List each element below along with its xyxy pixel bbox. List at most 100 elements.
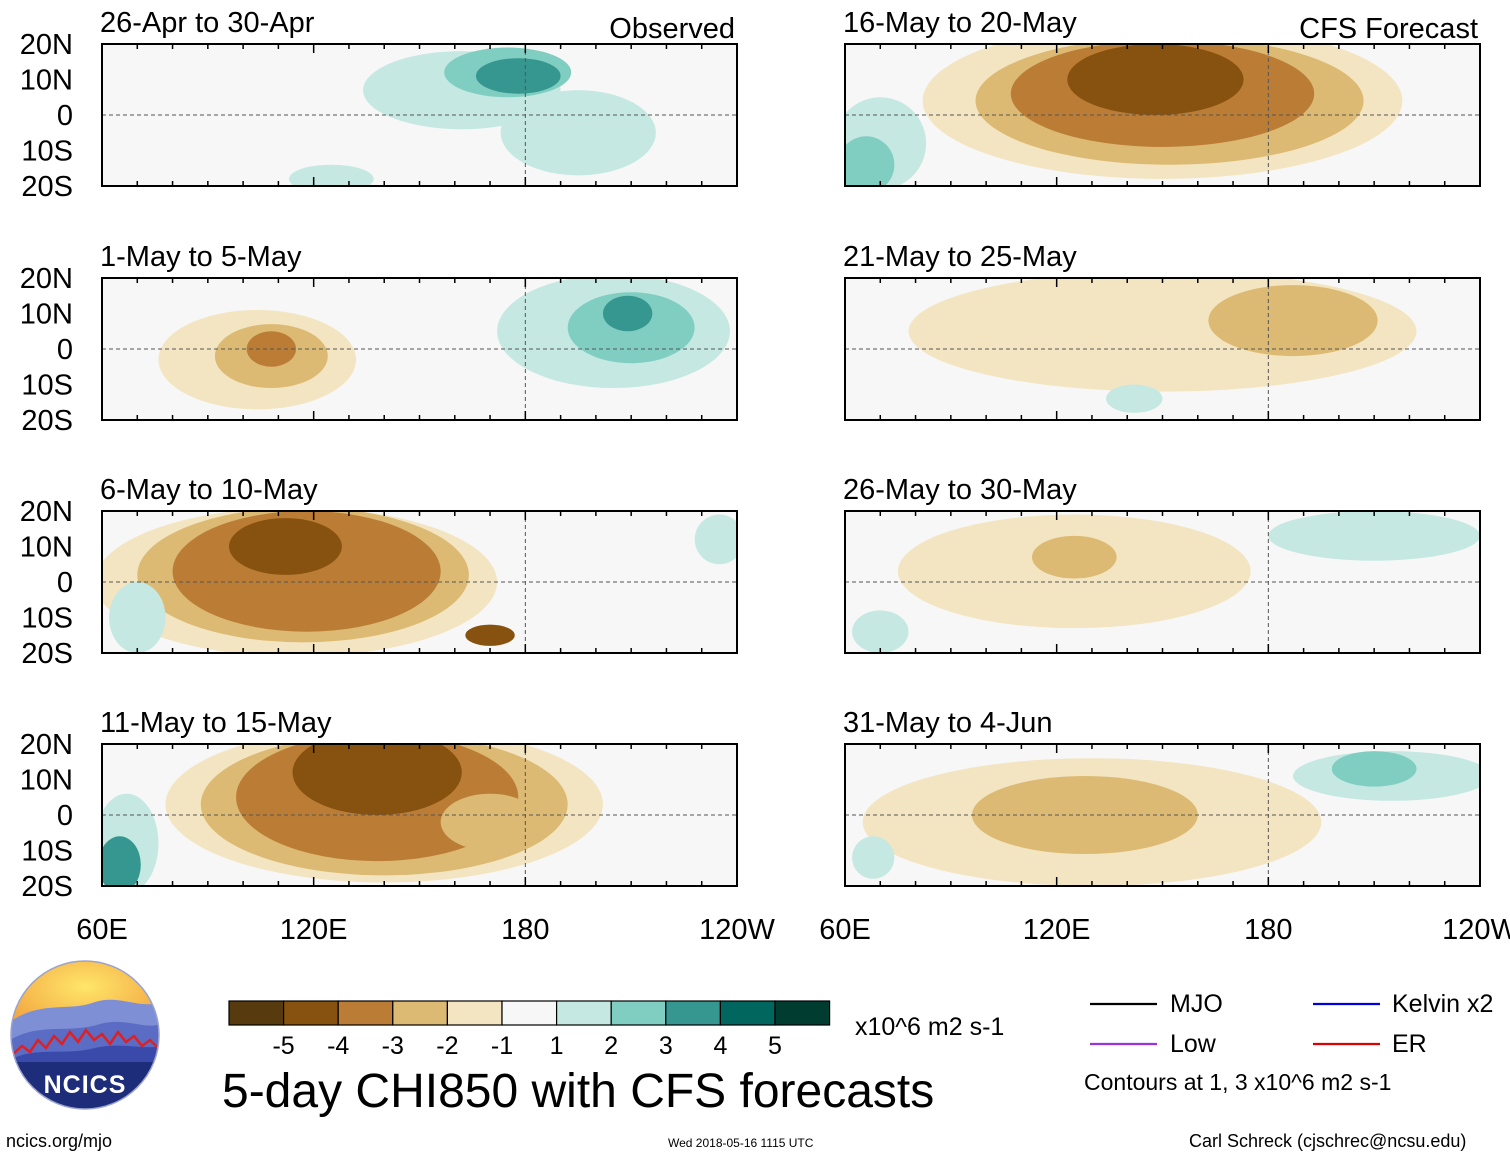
colorbar-swatch: [283, 1000, 339, 1026]
colorbar-label: 5: [768, 1032, 782, 1060]
x-tick-label: 120W: [699, 914, 775, 946]
y-tick-label: 20N: [20, 29, 73, 61]
panel-period-label: 16-May to 20-May: [843, 7, 1077, 39]
y-tick-label: 10S: [21, 836, 73, 868]
anomaly-region: [1268, 511, 1480, 561]
colorbar-swatch: [774, 1000, 831, 1026]
colorbar-swatch: [665, 1000, 721, 1026]
legend-label-er: ER: [1392, 1030, 1427, 1058]
author-credit: Carl Schreck (cjschrec@ncsu.edu): [1189, 1131, 1467, 1151]
chart-title: 5-day CHI850 with CFS forecasts: [222, 1065, 935, 1118]
y-tick-label: 10N: [20, 765, 73, 797]
ncics-logo: NCICS: [10, 960, 160, 1110]
source-url[interactable]: ncics.org/mjo: [6, 1131, 113, 1151]
legend-label-kelvin: Kelvin x2: [1392, 990, 1494, 1018]
y-tick-label: 0: [57, 800, 73, 832]
anomaly-region: [1106, 384, 1163, 413]
colorbar-label: 3: [659, 1032, 673, 1060]
y-tick-label: 10N: [20, 532, 73, 564]
panel-period-label: 1-May to 5-May: [100, 241, 302, 273]
y-tick-label: 20S: [21, 171, 73, 203]
y-tick-label: 10S: [21, 136, 73, 168]
colorbar-swatch: [446, 1000, 503, 1026]
anomaly-region: [229, 518, 342, 575]
anomaly-region: [1331, 751, 1417, 787]
column-heading: Observed: [609, 13, 735, 45]
colorbar-swatch: [501, 1000, 558, 1026]
y-tick-label: 20S: [21, 405, 73, 437]
colorbar-swatch: [337, 1000, 394, 1026]
anomaly-region: [694, 514, 737, 565]
colorbar-label: -3: [382, 1032, 404, 1060]
anomaly-region: [852, 836, 895, 879]
y-tick-label: 20N: [20, 496, 73, 528]
y-tick-label: 0: [57, 334, 73, 366]
y-tick-label: 10N: [20, 299, 73, 331]
contour-note: Contours at 1, 3 x10^6 m2 s-1: [1084, 1069, 1392, 1095]
x-tick-label: 60E: [819, 914, 871, 946]
colorbar-swatch: [392, 1000, 448, 1026]
x-tick-label: 180: [501, 914, 549, 946]
x-tick-label: 120E: [280, 914, 348, 946]
x-tick-label: 180: [1244, 914, 1292, 946]
anomaly-field: [102, 744, 603, 886]
anomaly-region: [852, 610, 909, 653]
y-tick-label: 0: [57, 100, 73, 132]
panel-period-label: 26-May to 30-May: [843, 474, 1077, 506]
x-tick-label: 120E: [1023, 914, 1091, 946]
anomaly-region: [109, 582, 166, 653]
colorbar-label: 2: [604, 1032, 618, 1060]
anomaly-region: [102, 836, 141, 886]
column-heading: CFS Forecast: [1299, 13, 1478, 45]
x-tick-label: 60E: [76, 914, 128, 946]
anomaly-region: [288, 164, 374, 186]
y-tick-label: 20S: [21, 638, 73, 670]
y-tick-label: 0: [57, 567, 73, 599]
anomaly-region: [440, 793, 540, 851]
colorbar-swatch: [228, 1000, 285, 1026]
colorbar-label: 1: [550, 1032, 564, 1060]
panels: 26-Apr to 30-Apr Observed20N10N010S20S1-M…: [20, 7, 1510, 946]
anomaly-region: [1208, 285, 1378, 357]
y-tick-label: 10S: [21, 603, 73, 635]
panel-period-label: 21-May to 25-May: [843, 241, 1077, 273]
colorbar-label: -4: [327, 1032, 349, 1060]
colorbar-label: -5: [272, 1032, 294, 1060]
anomaly-region: [475, 58, 561, 94]
legend: [1090, 1002, 1380, 1046]
units-label: x10^6 m2 s-1: [855, 1013, 1005, 1041]
y-tick-label: 20S: [21, 871, 73, 903]
panel-period-label: 31-May to 4-Jun: [843, 707, 1053, 739]
colorbar-label: 4: [713, 1032, 727, 1060]
colorbar-swatch: [610, 1000, 667, 1026]
colorbar-label: -1: [491, 1032, 513, 1060]
legend-label-mjo: MJO: [1170, 990, 1223, 1018]
anomaly-field: [845, 44, 1403, 186]
legend-label-low: Low: [1170, 1030, 1216, 1058]
map-panel: 16-May to 20-May CFS Forecast: [843, 7, 1481, 187]
x-tick-label: 120W: [1442, 914, 1510, 946]
y-tick-label: 20N: [20, 263, 73, 295]
colorbar: -5 -4 -3 -2 -1 1 2 3 4 5: [228, 1000, 831, 1060]
panel-period-label: 11-May to 15-May: [100, 707, 332, 739]
anomaly-field: [852, 511, 1480, 653]
anomaly-region: [292, 744, 462, 815]
anomaly-field: [852, 751, 1480, 886]
timestamp: Wed 2018-05-16 1115 UTC: [668, 1136, 814, 1150]
y-tick-label: 10S: [21, 370, 73, 402]
anomaly-region: [602, 295, 653, 332]
anomaly-region: [1067, 44, 1244, 115]
anomaly-field: [908, 278, 1417, 413]
y-tick-label: 10N: [20, 65, 73, 97]
panel-period-label: 26-Apr to 30-Apr: [100, 7, 315, 39]
anomaly-field: [158, 278, 730, 410]
anomaly-region: [465, 624, 515, 646]
map-panel: 21-May to 25-May: [843, 241, 1481, 421]
anomaly-region: [500, 90, 656, 176]
anomaly-region: [845, 136, 895, 186]
colorbar-label: -2: [436, 1032, 458, 1060]
map-panel: 26-May to 30-May: [843, 474, 1481, 654]
